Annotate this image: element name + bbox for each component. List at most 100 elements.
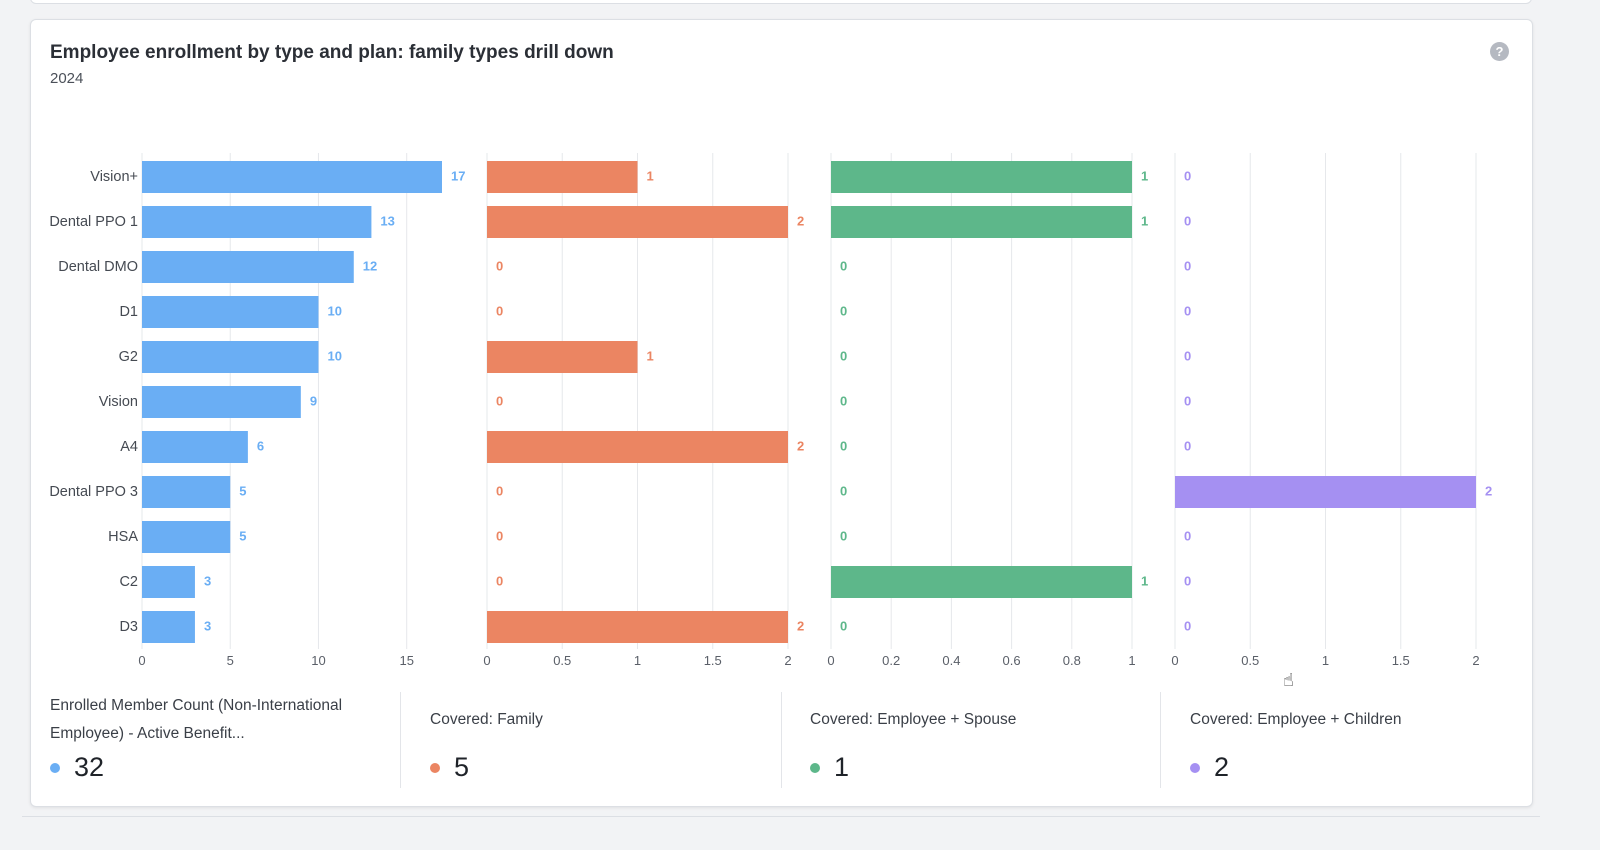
legend-item-2[interactable]: Covered: Employee + Spouse 1 xyxy=(810,692,1155,790)
legend-divider xyxy=(400,692,401,788)
bar xyxy=(142,251,354,283)
bar xyxy=(487,206,788,238)
data-label: 0 xyxy=(840,393,847,408)
legend-value-row: 1 xyxy=(810,752,849,783)
tick-label: 0 xyxy=(483,653,490,668)
data-label: 0 xyxy=(1184,573,1191,588)
data-label: 0 xyxy=(496,303,503,318)
bar xyxy=(142,206,372,238)
data-label: 0 xyxy=(1184,348,1191,363)
data-label: 3 xyxy=(204,573,211,588)
tick-label: 0 xyxy=(1171,653,1178,668)
category-label: G2 xyxy=(119,349,138,365)
legend-label: Enrolled Member Count (Non-International… xyxy=(50,697,343,742)
data-label: 10 xyxy=(327,348,341,363)
data-label: 0 xyxy=(840,303,847,318)
tick-label: 1.5 xyxy=(1392,653,1410,668)
data-label: 0 xyxy=(496,393,503,408)
legend-total: 1 xyxy=(834,752,850,782)
tick-label: 2 xyxy=(1472,653,1479,668)
legend-item-1[interactable]: Covered: Family 5 xyxy=(430,692,775,790)
data-label: 2 xyxy=(797,618,804,633)
legend-item-3[interactable]: Covered: Employee + Children 2 xyxy=(1190,692,1520,790)
bar xyxy=(142,161,442,193)
data-label: 10 xyxy=(327,303,341,318)
bar-chart: Vision+ Dental PPO 1 Dental DMO D1 G2 Vision A… xyxy=(49,153,1492,668)
data-label: 6 xyxy=(257,438,264,453)
data-label: 1 xyxy=(1141,213,1148,228)
category-label: Dental DMO xyxy=(58,259,138,275)
data-label: 5 xyxy=(239,483,246,498)
data-label: 12 xyxy=(363,258,377,273)
data-label: 0 xyxy=(1184,618,1191,633)
legend-item-0[interactable]: Enrolled Member Count (Non-International… xyxy=(50,692,395,790)
help-icon[interactable]: ? xyxy=(1490,42,1509,61)
data-label: 0 xyxy=(1184,213,1191,228)
legend-label: Covered: Employee + Spouse xyxy=(810,711,1017,728)
bar xyxy=(142,476,231,508)
bar xyxy=(142,386,301,418)
data-label: 9 xyxy=(310,393,317,408)
tick-label: 2 xyxy=(784,653,791,668)
bar xyxy=(831,566,1132,598)
category-label: D3 xyxy=(119,619,138,635)
bar xyxy=(142,611,195,643)
bar xyxy=(487,161,638,193)
tick-label: 5 xyxy=(227,653,234,668)
data-label: 2 xyxy=(1485,483,1492,498)
bar xyxy=(142,341,319,373)
bar xyxy=(487,611,788,643)
tick-label: 0.5 xyxy=(1241,653,1259,668)
category-label: Dental PPO 3 xyxy=(49,484,138,500)
data-label: 0 xyxy=(1184,438,1191,453)
series-color-dot xyxy=(1190,762,1200,773)
series-color-dot xyxy=(50,762,60,773)
category-label: Vision xyxy=(99,394,138,410)
tick-label: 0.6 xyxy=(1003,653,1021,668)
category-label: D1 xyxy=(119,304,138,320)
legend-label: Covered: Employee + Children xyxy=(1190,711,1402,728)
bar xyxy=(1175,476,1476,508)
legend-value-row: 32 xyxy=(50,752,104,783)
data-label: 0 xyxy=(840,528,847,543)
data-label: 3 xyxy=(204,618,211,633)
data-label: 0 xyxy=(840,438,847,453)
tick-label: 1 xyxy=(634,653,641,668)
category-label: Dental PPO 1 xyxy=(49,214,138,230)
data-label: 0 xyxy=(496,528,503,543)
data-label: 13 xyxy=(380,213,394,228)
bar xyxy=(487,431,788,463)
data-label: 1 xyxy=(647,168,654,183)
legend-divider xyxy=(1160,692,1161,788)
tick-label: 15 xyxy=(399,653,413,668)
bar xyxy=(142,566,195,598)
legend-total: 32 xyxy=(74,752,105,782)
tick-label: 1.5 xyxy=(704,653,722,668)
bar xyxy=(831,206,1132,238)
previous-card-edge xyxy=(30,0,1532,4)
data-label: 1 xyxy=(1141,168,1148,183)
bar xyxy=(831,161,1132,193)
tick-label: 10 xyxy=(311,653,325,668)
bar xyxy=(142,296,319,328)
chart-card: Employee enrollment by type and plan: fa… xyxy=(30,19,1533,807)
data-label: 5 xyxy=(239,528,246,543)
category-label: HSA xyxy=(108,529,138,545)
tick-label: 1 xyxy=(1128,653,1135,668)
data-label: 0 xyxy=(840,348,847,363)
tick-label: 0 xyxy=(138,653,145,668)
category-label: A4 xyxy=(120,439,138,455)
tick-label: 0.4 xyxy=(942,653,960,668)
data-label: 0 xyxy=(840,618,847,633)
data-label: 0 xyxy=(1184,168,1191,183)
legend-total: 5 xyxy=(454,752,470,782)
data-label: 0 xyxy=(496,573,503,588)
data-label: 0 xyxy=(1184,393,1191,408)
data-label: 1 xyxy=(1141,573,1148,588)
data-label: 0 xyxy=(1184,528,1191,543)
data-label: 1 xyxy=(647,348,654,363)
data-label: 0 xyxy=(496,483,503,498)
data-label: 2 xyxy=(797,213,804,228)
bar xyxy=(487,341,638,373)
card-title: Employee enrollment by type and plan: fa… xyxy=(50,42,614,63)
